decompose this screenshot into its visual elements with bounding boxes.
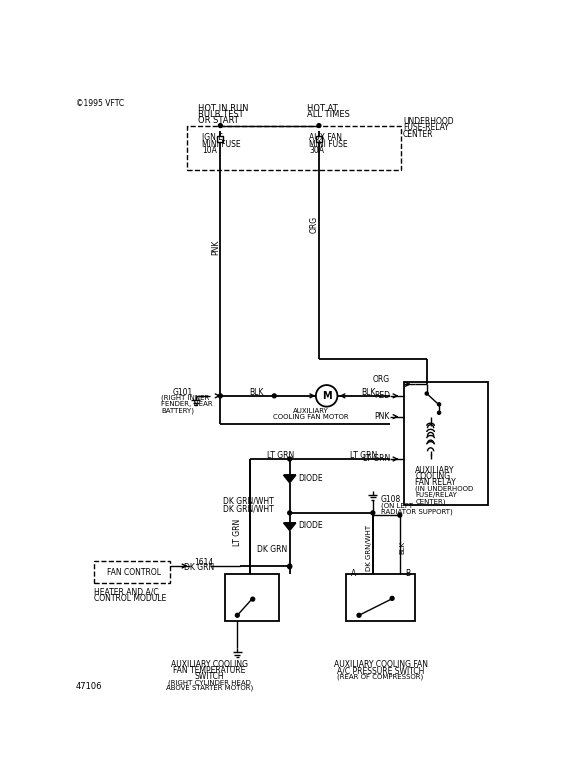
Text: (RIGHT INNER: (RIGHT INNER <box>161 395 209 402</box>
Circle shape <box>438 411 440 414</box>
Text: COOLING: COOLING <box>415 472 450 481</box>
Text: CENTER: CENTER <box>403 130 434 138</box>
Text: LT GRN: LT GRN <box>233 518 242 545</box>
Text: HOT IN RUN: HOT IN RUN <box>198 104 249 113</box>
Text: DIODE: DIODE <box>298 474 323 483</box>
Bar <box>94 562 170 583</box>
Text: FAN RELAY: FAN RELAY <box>415 479 456 487</box>
Text: AUXILIARY: AUXILIARY <box>415 466 455 475</box>
Circle shape <box>251 598 255 601</box>
Text: MINI FUSE: MINI FUSE <box>309 140 348 148</box>
Text: ABOVE STARTER MOTOR): ABOVE STARTER MOTOR) <box>166 685 253 691</box>
Text: (RIGHT CYLINDER HEAD: (RIGHT CYLINDER HEAD <box>168 679 251 685</box>
Text: DK GRN/WHT: DK GRN/WHT <box>366 524 372 570</box>
Text: LT GRN: LT GRN <box>267 451 294 460</box>
Circle shape <box>236 613 239 617</box>
Text: (IN UNDERHOOD: (IN UNDERHOOD <box>415 486 473 493</box>
Text: 47106: 47106 <box>76 681 102 691</box>
Text: FAN CONTROL: FAN CONTROL <box>107 568 161 577</box>
Text: FUSE/RELAY: FUSE/RELAY <box>415 492 457 498</box>
Text: DK GRN: DK GRN <box>184 563 215 572</box>
Text: B: B <box>405 570 410 578</box>
Text: G108: G108 <box>381 495 401 504</box>
Text: DK GRN/WHT: DK GRN/WHT <box>222 497 274 506</box>
Text: LT GRN: LT GRN <box>362 455 390 464</box>
Text: G101: G101 <box>172 388 193 396</box>
Text: A: A <box>351 570 357 578</box>
Text: CONTROL MODULE: CONTROL MODULE <box>94 594 166 603</box>
Text: FAN TEMPERATURE: FAN TEMPERATURE <box>174 666 246 675</box>
Text: BLK: BLK <box>250 388 264 396</box>
Circle shape <box>317 124 321 127</box>
Text: HEATER AND A/C: HEATER AND A/C <box>94 587 159 597</box>
Text: AUXILIARY COOLING: AUXILIARY COOLING <box>171 660 248 669</box>
Text: ORG: ORG <box>373 375 390 384</box>
Text: UNDERHOOD: UNDERHOOD <box>403 117 453 126</box>
Text: (ON LEFT: (ON LEFT <box>381 503 413 509</box>
Bar <box>403 382 488 505</box>
Text: DK GRN/WHT: DK GRN/WHT <box>222 504 274 514</box>
Text: BLK: BLK <box>399 541 405 554</box>
Text: FENDER, NEAR: FENDER, NEAR <box>161 401 213 407</box>
Text: COOLING FAN MOTOR: COOLING FAN MOTOR <box>274 414 349 420</box>
Text: BATTERY): BATTERY) <box>161 407 194 413</box>
Text: 30A: 30A <box>309 146 324 155</box>
Text: AUXILIARY COOLING FAN: AUXILIARY COOLING FAN <box>333 660 427 669</box>
Circle shape <box>398 514 402 517</box>
Text: DK GRN: DK GRN <box>257 545 287 553</box>
Text: PNK: PNK <box>211 239 220 255</box>
Bar <box>316 136 322 141</box>
Polygon shape <box>283 476 296 483</box>
Circle shape <box>357 613 361 617</box>
Text: (REAR OF COMPRESSOR): (REAR OF COMPRESSOR) <box>337 674 424 680</box>
Circle shape <box>288 511 291 515</box>
Text: IGN E: IGN E <box>202 134 223 142</box>
Text: LT GRN: LT GRN <box>350 451 377 460</box>
Text: PNK: PNK <box>374 412 390 421</box>
Text: BLK: BLK <box>361 388 376 396</box>
Circle shape <box>273 394 276 398</box>
Text: RED: RED <box>374 392 390 400</box>
Circle shape <box>438 402 440 406</box>
Circle shape <box>390 597 394 601</box>
Text: BULB TEST: BULB TEST <box>198 110 244 120</box>
Text: RADIATOR SUPPORT): RADIATOR SUPPORT) <box>381 509 452 515</box>
Text: ALL TIMES: ALL TIMES <box>307 110 351 120</box>
Bar <box>346 574 415 621</box>
Circle shape <box>288 565 291 569</box>
Text: ©1995 VFTC: ©1995 VFTC <box>76 99 123 108</box>
Text: SWITCH: SWITCH <box>195 672 224 681</box>
Circle shape <box>425 392 428 395</box>
Text: OR START: OR START <box>198 117 239 125</box>
Text: HOT AT: HOT AT <box>307 104 338 113</box>
Text: M: M <box>322 391 332 401</box>
Text: CENTER): CENTER) <box>415 498 446 504</box>
Text: 1614: 1614 <box>194 559 213 567</box>
Circle shape <box>288 457 291 461</box>
Text: 10A: 10A <box>202 146 217 155</box>
Bar <box>217 136 224 141</box>
Text: A/C PRESSURE SWITCH: A/C PRESSURE SWITCH <box>337 666 424 675</box>
Circle shape <box>371 511 375 515</box>
Polygon shape <box>283 523 296 531</box>
Bar <box>187 126 401 170</box>
Text: MINI FUSE: MINI FUSE <box>202 140 241 148</box>
Circle shape <box>218 124 222 127</box>
Text: FUSE-RELAY: FUSE-RELAY <box>403 124 449 132</box>
Circle shape <box>288 564 291 568</box>
Text: AUX FAN: AUX FAN <box>309 134 342 142</box>
Text: AUXILIARY: AUXILIARY <box>294 408 329 414</box>
Bar <box>225 574 279 621</box>
Circle shape <box>218 394 222 398</box>
Text: DIODE: DIODE <box>298 521 323 531</box>
Text: ORG: ORG <box>310 215 319 232</box>
